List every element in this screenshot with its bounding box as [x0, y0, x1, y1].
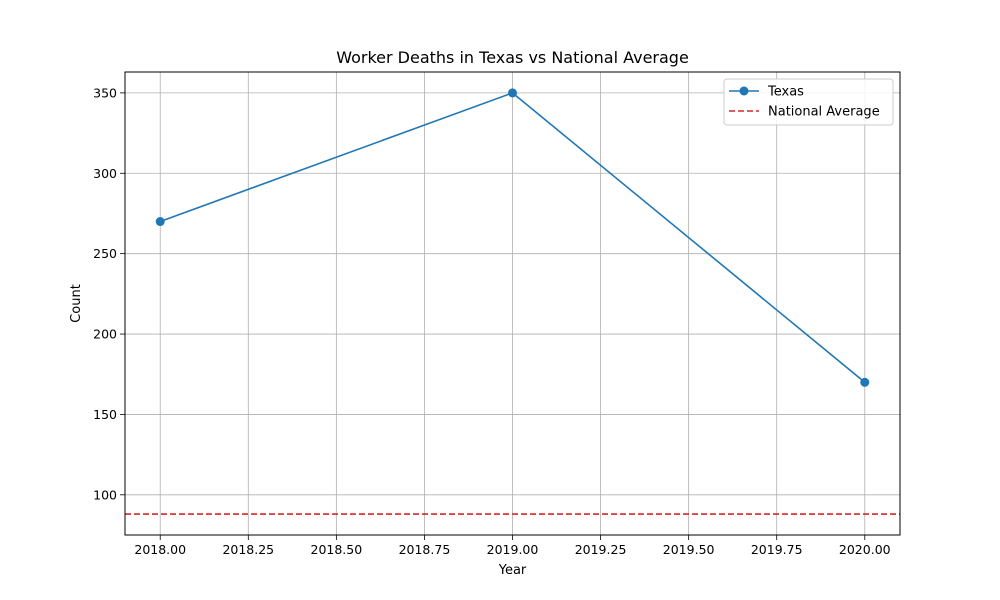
series-layer — [125, 88, 900, 515]
y-axis-label: Count — [69, 284, 84, 323]
x-axis-label: Year — [498, 563, 527, 578]
y-tick-label: 100 — [93, 487, 117, 502]
legend-box — [723, 78, 894, 126]
x-tick-label: 2019.75 — [751, 542, 803, 557]
legend-label: Texas — [767, 85, 804, 100]
x-tick-label: 2018.25 — [222, 542, 274, 557]
x-tick-label: 2018.00 — [134, 542, 186, 557]
x-tick-label: 2018.75 — [399, 542, 451, 557]
legend: Texas National Average — [723, 78, 894, 126]
y-tick-label: 250 — [93, 246, 117, 261]
legend-marker-texas — [739, 86, 749, 96]
texas-data-point — [508, 88, 517, 98]
x-tick-label: 2018.50 — [311, 542, 363, 557]
x-tick-label: 2019.25 — [575, 542, 627, 557]
texas-data-point — [860, 377, 870, 387]
y-tick-label: 300 — [93, 166, 117, 181]
y-tick-label: 150 — [93, 407, 117, 422]
texas-data-point — [155, 217, 165, 227]
chart-title: Worker Deaths in Texas vs National Avera… — [336, 48, 689, 67]
ticks: 2018.00 2018.25 2018.50 2018.75 2019.00 2019.… — [93, 85, 891, 557]
y-tick-label: 200 — [93, 327, 117, 342]
y-tick-label: 350 — [93, 85, 117, 100]
x-tick-label: 2019.00 — [487, 542, 539, 557]
legend-label: National Average — [768, 105, 880, 120]
x-tick-label: 2020.00 — [839, 542, 891, 557]
x-tick-label: 2019.50 — [663, 542, 715, 557]
